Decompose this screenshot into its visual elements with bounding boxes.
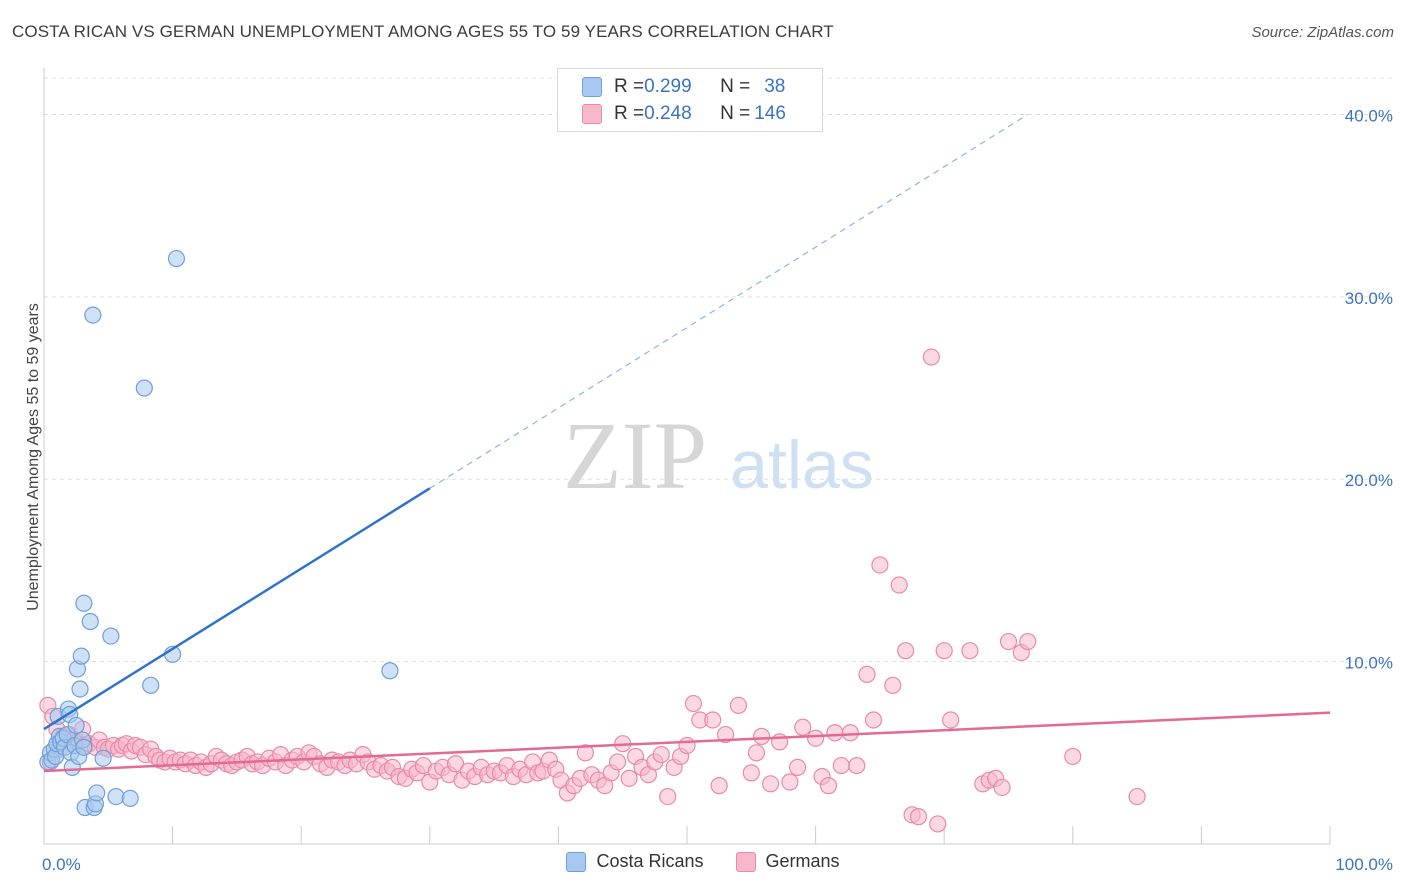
german-point [961,642,979,660]
costa-rican-point [71,680,89,698]
german-point [942,711,960,729]
german-point [1019,632,1037,651]
x-tick-label: 0.0% [42,855,81,874]
german-point [826,724,844,742]
german-point [620,769,638,787]
german-point [841,724,859,742]
y-tick-label: 20.0% [1345,471,1393,490]
german-point [858,665,876,683]
chart-title: COSTA RICAN VS GERMAN UNEMPLOYMENT AMONG… [12,22,834,41]
legend-swatch-germans [735,851,756,872]
legend-r-value: 0.248 [644,103,692,124]
legend-n-value: 38 [764,76,786,97]
costa-rican-trend-extension [429,113,1029,489]
costa-rican-point [75,594,93,612]
german-point [993,778,1011,797]
watermark-atlas: atlas [730,427,874,503]
costa-rican-point [72,647,90,665]
series-legend: Costa Ricans Germans [0,851,1406,872]
german-point [884,676,902,694]
german-point [576,744,595,762]
watermark: ZIP atlas [563,402,874,509]
costa-rican-point [135,379,153,397]
costa-rican-point [381,662,399,680]
legend-swatch-costa-ricans [582,77,602,97]
german-point [684,694,703,713]
german-point [710,777,728,795]
german-point [909,808,928,826]
costa-rican-point [107,787,125,806]
german-point [659,787,677,806]
german-point [819,777,838,795]
legend-item-germans: Germans [735,851,840,872]
legend-r-value: 0.299 [644,76,692,97]
legend-row-costa-ricans: R = 0.299 N = 38 [582,75,785,99]
costa-rican-point [67,716,85,735]
legend-label-costa-ricans: Costa Ricans [596,851,704,871]
german-point [848,756,866,775]
costa-rican-point [88,784,106,802]
legend-swatch-costa-ricans [566,851,587,872]
costa-rican-points [39,249,399,817]
y-axis-label: Unemployment Among Ages 55 to 59 years [25,303,42,611]
costa-rican-point [84,306,102,324]
german-point [761,775,780,793]
german-point [1064,747,1082,766]
y-tick-label: 10.0% [1345,654,1393,673]
costa-rican-point [121,789,139,808]
legend-r-label: R = [614,103,645,124]
german-point [678,736,696,755]
y-tick-label: 40.0% [1345,106,1393,125]
x-tick-label: 100.0% [1335,855,1393,874]
german-trend-line [43,711,1331,773]
german-point [747,744,766,762]
german-point [608,753,627,771]
german-point [742,764,760,782]
grid-lines [44,77,1392,663]
german-point [832,756,850,775]
tick-labels: 10.0% 20.0% 30.0% 40.0% 0.0% 100.0% [42,106,1393,874]
legend-swatch-germans [582,104,602,124]
costa-rican-trend-line [43,487,431,731]
legend-label-germans: Germans [765,851,840,871]
german-point [864,711,883,729]
trend-lines [43,113,1331,773]
german-point [446,755,465,773]
costa-rican-point [75,738,93,756]
german-point [871,556,889,574]
source-label: Source: ZipAtlas.com [1251,24,1394,41]
stats-legend: R = 0.299 N = 38 R = 0.248 N = 146 [557,68,823,132]
legend-row-germans: R = 0.248 N = 146 [582,102,786,126]
legend-item-costa-ricans: Costa Ricans [566,851,704,872]
german-point [794,718,812,736]
costa-rican-point [102,627,120,645]
legend-n-value: 146 [754,103,786,124]
german-point [929,815,947,833]
german-point [1128,787,1146,806]
german-point [752,727,771,745]
german-point [890,576,908,594]
y-tick-label: 30.0% [1345,289,1393,308]
german-point [788,758,807,777]
costa-rican-point [142,676,160,694]
german-point [781,773,799,791]
german-point [704,711,722,729]
legend-n-label: N = [720,103,751,124]
german-point [806,729,825,747]
german-point [716,725,735,744]
german-point [897,642,915,660]
watermark-zip: ZIP [563,402,707,509]
costa-rican-point [167,249,186,268]
german-point [922,348,940,366]
costa-rican-point [81,612,99,631]
german-point [999,632,1018,651]
legend-r-label: R = [614,76,645,97]
legend-n-label: N = [720,76,751,97]
german-point [935,642,953,660]
german-point [729,696,748,714]
costa-rican-point [94,749,112,767]
axes [43,68,1331,845]
german-point [652,746,670,764]
